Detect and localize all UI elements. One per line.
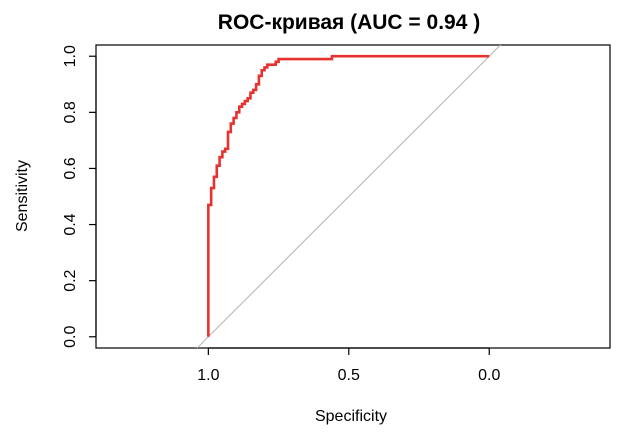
y-axis-label: Sensitivity xyxy=(14,160,31,232)
y-tick-label: 1.0 xyxy=(62,45,79,67)
y-tick-label: 0.0 xyxy=(62,326,79,348)
x-tick-label: 1.0 xyxy=(197,367,219,384)
y-tick-label: 0.6 xyxy=(62,157,79,179)
plot-frame xyxy=(95,44,611,349)
y-tick-label: 0.8 xyxy=(62,101,79,123)
roc-curve-line xyxy=(207,54,490,337)
x-tick-label: 0.0 xyxy=(478,367,500,384)
y-tick-label: 0.2 xyxy=(62,269,79,291)
x-axis-label: Specificity xyxy=(315,408,387,425)
reference-diagonal-line xyxy=(196,44,501,349)
y-axis: 0.0 0.2 0.4 0.6 0.8 1.0 xyxy=(62,45,97,348)
y-tick-label: 0.4 xyxy=(62,213,79,235)
chart-title: ROC-кривая (AUC = 0.94 ) xyxy=(218,11,480,34)
x-axis: 1.0 0.5 0.0 xyxy=(197,347,500,384)
x-tick-label: 0.5 xyxy=(338,367,360,384)
